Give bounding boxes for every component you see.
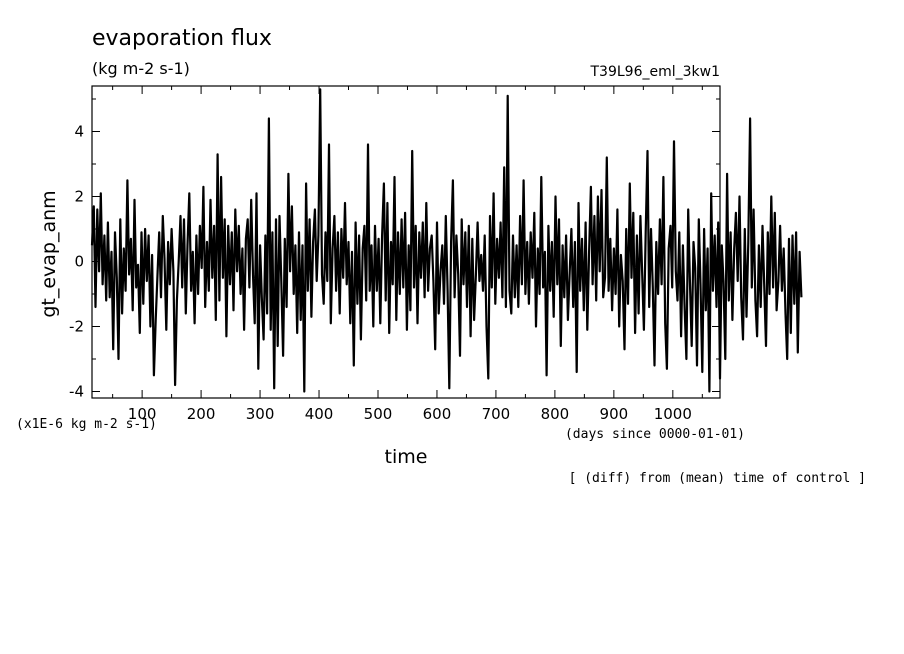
y-axis: -4 -2 0 2 4 — [69, 98, 720, 401]
x-axis-title: time — [385, 446, 428, 468]
x-tick-label: 600 — [423, 405, 452, 423]
x-tick-label: 400 — [305, 405, 334, 423]
x-units-label: (days since 0000-01-01) — [565, 427, 745, 442]
series-line — [90, 88, 803, 393]
x-tick-label: 500 — [364, 405, 393, 423]
x-tick-label: 1000 — [654, 405, 692, 423]
chart-title: evaporation flux — [92, 26, 272, 51]
run-label: T39L96_eml_3kw1 — [590, 64, 721, 80]
y-units-label: (x1E-6 kg m-2 s-1) — [16, 417, 157, 432]
x-axis: 100 200 300 400 500 600 700 800 900 1000 — [112, 86, 703, 423]
y-tick-label: -2 — [69, 318, 84, 336]
plot-frame — [91, 85, 721, 399]
x-tick-label: 100 — [128, 405, 157, 423]
y-tick-label: 2 — [74, 188, 84, 206]
plot-area — [90, 88, 803, 393]
x-tick-label: 700 — [482, 405, 511, 423]
x-tick-label: 800 — [541, 405, 570, 423]
y-axis-title: gt_evap_anm — [38, 190, 60, 317]
x-tick-label: 900 — [600, 405, 629, 423]
y-tick-label: 0 — [74, 253, 84, 271]
y-tick-label: 4 — [74, 123, 84, 141]
y-tick-label: -4 — [69, 383, 84, 401]
x-tick-label: 300 — [246, 405, 275, 423]
x-tick-label: 200 — [187, 405, 216, 423]
chart-subtitle: (kg m-2 s-1) — [92, 59, 190, 78]
footnote: [ (diff) from (mean) time of control ] — [569, 471, 866, 486]
